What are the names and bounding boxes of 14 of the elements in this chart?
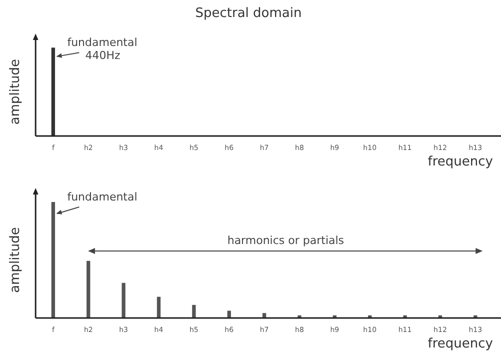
bar [227, 310, 231, 318]
bar [192, 304, 196, 318]
annotation: harmonics or partials [227, 234, 344, 248]
bar [86, 260, 90, 318]
annotation: fundamental [67, 190, 138, 204]
y-axis-title: amplitude [8, 227, 24, 293]
y-axis-title: amplitude [8, 58, 24, 125]
x-axis-title: frequency [428, 154, 494, 170]
bar [122, 282, 126, 318]
annotation: fundamental 440Hz [67, 36, 138, 62]
bar [51, 202, 56, 318]
chart-title: Spectral domain [195, 6, 302, 22]
bar [156, 296, 161, 318]
x-axis-title: frequency [428, 336, 494, 352]
